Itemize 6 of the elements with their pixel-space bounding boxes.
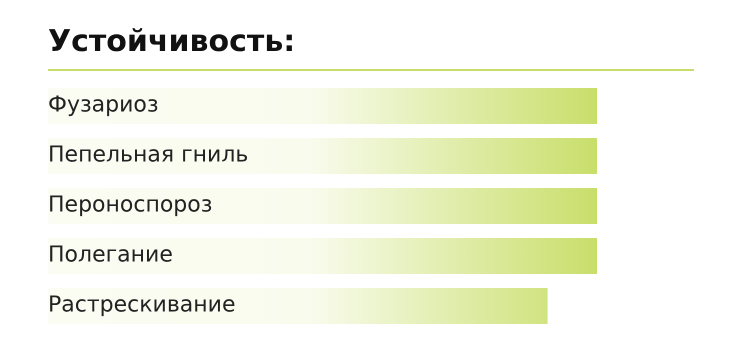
y-tick-label: Пепельная гниль bbox=[48, 142, 248, 168]
y-tick-label: Полегание bbox=[48, 242, 173, 268]
y-tick-label: Растрескивание bbox=[48, 292, 236, 318]
y-tick-label: Фузариоз bbox=[48, 92, 159, 118]
chart-title: Устойчивость: bbox=[48, 23, 296, 61]
y-tick-label: Пероноспороз bbox=[48, 192, 212, 218]
